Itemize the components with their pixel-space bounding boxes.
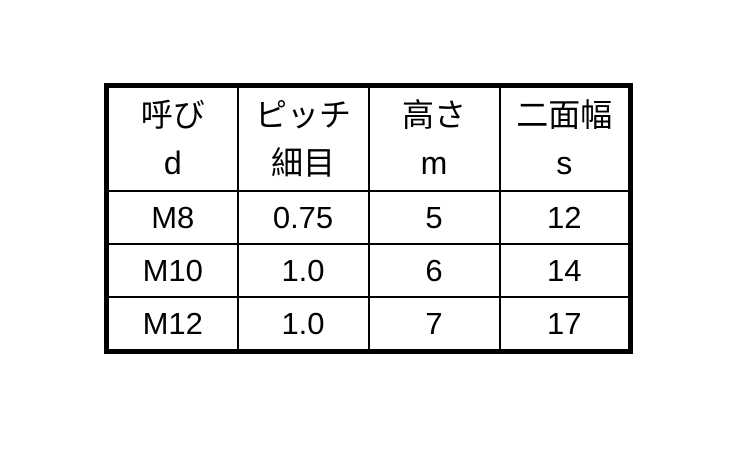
header-symbol-s: s	[556, 145, 573, 181]
header-cell-height: 高さ m	[367, 84, 501, 192]
header-cell-pitch: ピッチ 細目	[236, 84, 370, 192]
header-label-width-across-flats: 二面幅	[516, 97, 613, 133]
cell-height: 7	[367, 296, 501, 353]
header-label-pitch: ピッチ	[254, 97, 351, 133]
table-row: M12 1.0 7 17	[105, 296, 632, 353]
header-cell-designation: 呼び d	[105, 84, 239, 192]
header-symbol-d: d	[163, 145, 182, 181]
table-row: M10 1.0 6 14	[105, 243, 632, 298]
header-cell-width-across-flats: 二面幅 s	[498, 84, 632, 192]
header-symbol-m: m	[420, 145, 448, 181]
cell-designation: M10	[105, 243, 239, 298]
cell-width-across-flats: 12	[498, 190, 632, 245]
cell-height: 6	[367, 243, 501, 298]
table-row: M8 0.75 5 12	[105, 190, 632, 245]
header-label-designation: 呼び	[140, 97, 205, 133]
spec-table: 呼び d ピッチ 細目 高さ m 二面幅 s M8 0.75 5 12 M10	[104, 83, 633, 354]
header-label-fine-thread: 細目	[270, 145, 335, 181]
header-row: 呼び d ピッチ 細目 高さ m 二面幅 s	[105, 84, 632, 192]
cell-pitch: 0.75	[236, 190, 370, 245]
cell-height: 5	[367, 190, 501, 245]
cell-pitch: 1.0	[236, 243, 370, 298]
cell-width-across-flats: 14	[498, 243, 632, 298]
cell-pitch: 1.0	[236, 296, 370, 353]
header-label-height: 高さ	[401, 97, 466, 133]
cell-designation: M12	[105, 296, 239, 353]
cell-width-across-flats: 17	[498, 296, 632, 353]
cell-designation: M8	[105, 190, 239, 245]
